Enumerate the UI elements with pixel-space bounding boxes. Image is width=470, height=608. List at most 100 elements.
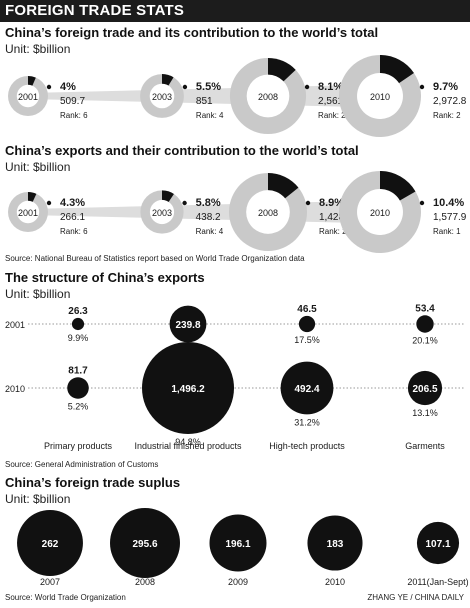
surplus-bubble-4 xyxy=(416,521,460,565)
surplus-value-label: 107.1 xyxy=(425,539,450,550)
exports-value-label: 266.1 xyxy=(60,212,85,223)
trade-ring-hole-2003 xyxy=(149,83,175,109)
trade-rank-label: Rank: 4 xyxy=(196,111,224,120)
structure-share-label: 9.9% xyxy=(68,333,89,343)
exports-year-label: 2001 xyxy=(18,208,38,218)
trade-rank-label: Rank: 6 xyxy=(60,111,88,120)
trade-ring-hole-2010 xyxy=(357,73,403,119)
trade-year-label: 2001 xyxy=(18,92,38,102)
structure-unit-label: Unit: $billion xyxy=(5,287,71,301)
surplus-value-label: 262 xyxy=(42,539,59,550)
trade-pointer-dot xyxy=(419,84,425,90)
structure-bubble-2001-0 xyxy=(71,317,85,331)
surplus-year-label: 2007 xyxy=(40,577,60,587)
trade-year-label: 2010 xyxy=(370,92,390,102)
trade-year-label: 2008 xyxy=(258,92,278,102)
page-title: FOREIGN TRADE STATS xyxy=(5,2,185,19)
source-note-surplus: Source: World Trade Organization xyxy=(5,593,126,602)
structure-value-label: 1,496.2 xyxy=(171,384,205,395)
exports-pointer-dot xyxy=(305,200,311,206)
structure-category-label: Garments xyxy=(405,441,445,451)
exports-value-label: 438.2 xyxy=(196,212,221,223)
structure-category-label: Industrial finished products xyxy=(134,441,242,451)
trade-share-label: 8.1% xyxy=(318,81,343,93)
source-note-structure: Source: General Administration of Custom… xyxy=(5,460,159,469)
exports-pointer-dot xyxy=(182,200,187,206)
trade-share-label: 9.7% xyxy=(433,81,458,93)
credit-line: ZHANG YE / CHINA DAILY xyxy=(367,593,464,602)
trade-rank-label: Rank: 2 xyxy=(318,111,346,120)
exports-rank-label: Rank: 4 xyxy=(196,227,224,236)
source-note-trade: Source: National Bureau of Statistics re… xyxy=(5,254,305,263)
exports-year-label: 2010 xyxy=(370,208,390,218)
trade-pointer-dot xyxy=(46,84,52,90)
structure-year-label: 2001 xyxy=(5,320,25,330)
trade-value-label: 2,561.6 xyxy=(318,96,352,107)
exports-share-label: 8.9% xyxy=(319,197,344,209)
structure-year-label: 2010 xyxy=(5,384,25,394)
surplus-value-label: 196.1 xyxy=(225,539,250,550)
structure-bubble-2010-2 xyxy=(280,361,334,415)
exports-year-label: 2003 xyxy=(152,208,172,218)
structure-category-label: Primary products xyxy=(44,441,113,451)
surplus-bubble-1 xyxy=(110,508,180,578)
trade-value-label: 509.7 xyxy=(60,96,85,107)
exports-share-label: 4.3% xyxy=(60,197,85,209)
exports-year-label: 2008 xyxy=(258,208,278,218)
trade-ring-hole-2008 xyxy=(246,74,290,118)
surplus-bubble-3 xyxy=(307,515,363,571)
exports-rank-label: Rank: 2 xyxy=(319,227,347,236)
exports-pointer-dot xyxy=(419,200,425,206)
structure-bubble-2010-1 xyxy=(142,342,234,434)
structure-value-label: 206.5 xyxy=(412,384,437,395)
trade-value-label: 2,972.8 xyxy=(433,96,467,107)
exports-ring-hole-2001 xyxy=(16,200,40,224)
trade-share-label: 5.5% xyxy=(196,81,221,93)
surplus-section-title: China’s foreign trade suplus xyxy=(5,475,181,490)
trade-value-label: 851 xyxy=(196,96,213,107)
structure-bubble-2010-0 xyxy=(67,377,89,399)
exports-share-label: 5.8% xyxy=(196,197,221,209)
trade-unit-label: Unit: $billion xyxy=(5,42,71,56)
trade-share-label: 4% xyxy=(60,81,76,93)
exports-pointer-dot xyxy=(46,200,52,206)
surplus-value-label: 183 xyxy=(327,539,344,550)
exports-rank-label: Rank: 1 xyxy=(433,227,461,236)
trade-section-title: China’s foreign trade and its contributi… xyxy=(5,25,379,40)
header-bar xyxy=(0,0,470,22)
exports-ring-hole-2008 xyxy=(246,190,290,234)
surplus-bubble-2 xyxy=(209,514,267,572)
exports-ring-hole-2010 xyxy=(357,189,403,235)
surplus-unit-label: Unit: $billion xyxy=(5,492,71,506)
structure-share-label: 17.5% xyxy=(294,335,320,345)
structure-value-label: 26.3 xyxy=(68,306,88,317)
structure-bubble-2001-3 xyxy=(416,315,434,333)
structure-share-label: 20.1% xyxy=(412,336,438,346)
surplus-year-label: 2010 xyxy=(325,577,345,587)
exports-rank-label: Rank: 6 xyxy=(60,227,88,236)
surplus-year-label: 2008 xyxy=(135,577,155,587)
exports-value-label: 1,428.6 xyxy=(319,212,353,223)
trade-year-label: 2003 xyxy=(152,92,172,102)
surplus-bubble-0 xyxy=(17,510,83,576)
trade-pointer-dot xyxy=(182,84,188,90)
structure-share-label: 94.8% xyxy=(175,437,201,447)
structure-section-title: The structure of China’s exports xyxy=(5,270,205,285)
trade-rank-label: Rank: 2 xyxy=(433,111,461,120)
structure-category-label: High-tech products xyxy=(269,441,345,451)
exports-share-label: 10.4% xyxy=(433,197,464,209)
exports-ring-hole-2003 xyxy=(149,199,175,225)
structure-share-label: 13.1% xyxy=(412,408,438,418)
exports-value-label: 1,577.9 xyxy=(433,212,467,223)
structure-bubble-2010-3 xyxy=(407,370,443,406)
exports-section-title: China’s exports and their contribution t… xyxy=(5,143,359,158)
structure-value-label: 492.4 xyxy=(294,384,319,395)
structure-bubble-2001-2 xyxy=(298,315,316,333)
surplus-year-label: 2011(Jan-Sept) xyxy=(407,577,468,587)
trade-pointer-dot xyxy=(304,84,310,90)
surplus-year-label: 2009 xyxy=(228,577,248,587)
exports-unit-label: Unit: $billion xyxy=(5,160,71,174)
trade-ring-hole-2001 xyxy=(16,84,40,108)
structure-bubble-2001-1 xyxy=(169,305,207,343)
